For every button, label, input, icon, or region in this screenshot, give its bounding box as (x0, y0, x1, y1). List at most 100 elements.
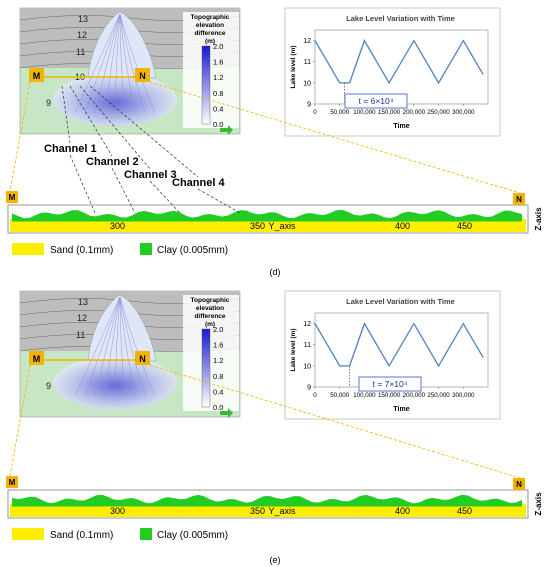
marker-m-box (29, 68, 44, 82)
legend-clay-swatch (140, 528, 152, 540)
x-axis-label: Time (393, 406, 409, 413)
legend-clay-swatch (140, 243, 152, 255)
flow-line (74, 296, 121, 397)
x-tick-label: 300,000 (452, 109, 475, 116)
legend-sand-swatch (12, 243, 44, 255)
flow-line (84, 296, 121, 397)
x-tick-label: 300,000 (452, 392, 475, 399)
fan-lobe (53, 74, 177, 126)
contour-label: 12 (77, 30, 87, 40)
chart-frame (284, 290, 501, 420)
flow-line (119, 296, 146, 397)
section-marker-m-box (6, 476, 18, 488)
legend-clay-label: Clay (0.005mm) (157, 530, 228, 541)
section-marker-m-box (6, 191, 18, 203)
colorbar-panel (183, 12, 239, 128)
x-tick-label: 150,000 (378, 392, 401, 399)
y-tick-label: 9 (307, 102, 311, 109)
contour-label: 11 (76, 47, 85, 57)
colorbar-tick: 0.4 (213, 104, 223, 113)
colorbar-title: (m) (205, 321, 215, 328)
section-y-tick: 400 (395, 221, 410, 231)
contour-label: 12 (77, 313, 87, 323)
channel-label: Channel 1 (44, 143, 97, 155)
contour-label: 9 (46, 98, 51, 108)
chart-title: Lake Level Variation with Time (346, 14, 455, 23)
flow-line (114, 13, 121, 114)
time-annotation: t = 7×10⁴ (373, 379, 408, 389)
x-tick-label: 100,000 (353, 392, 376, 399)
colorbar-tick: 0.0 (213, 120, 223, 129)
colorbar-tick: 0.8 (213, 89, 223, 98)
marker-n: N (139, 71, 146, 81)
flow-line (119, 13, 126, 114)
x-tick-label: 250,000 (427, 392, 450, 399)
connector-n (149, 81, 521, 194)
colorbar-title: difference (194, 30, 225, 37)
channel-pointer (197, 188, 241, 214)
channel-pointer (89, 85, 199, 178)
channel-pointer (61, 85, 71, 144)
y-axis-label: Lake level (m) (290, 46, 297, 89)
flow-line (94, 13, 121, 114)
colorbar-panel (183, 295, 239, 411)
clay-layer (12, 494, 522, 504)
colorbar-tick: 0.0 (213, 403, 223, 412)
y-tick-label: 9 (307, 385, 311, 392)
x-tick-label: 100,000 (353, 109, 376, 116)
flow-line (84, 13, 121, 114)
contour-label: 13 (78, 297, 88, 307)
marker-n-box (135, 68, 150, 82)
x-tick-label: 50,000 (330, 109, 349, 116)
section-z-axis-label: Z-axis (534, 207, 543, 231)
panel-caption: (d) (270, 267, 281, 277)
clay-base (12, 504, 522, 507)
y-tick-label: 11 (304, 59, 311, 66)
channel-pointer (149, 180, 181, 214)
y-tick-label: 10 (303, 80, 311, 87)
colorbar-tick: 2.0 (213, 325, 223, 334)
contour-label: 13 (78, 14, 88, 24)
contour-label: 11 (76, 330, 85, 340)
series-line (314, 39, 484, 85)
legend-sand-label: Sand (0.1mm) (50, 530, 113, 541)
flow-line (119, 13, 156, 114)
colorbar-tick: 2.0 (213, 42, 223, 51)
x-tick-label: 150,000 (378, 109, 401, 116)
legend-clay-label: Clay (0.005mm) (157, 245, 228, 256)
flow-line (104, 13, 121, 114)
x-tick-label: 200,000 (403, 392, 426, 399)
marker-n: N (139, 354, 146, 364)
clay-layer (12, 209, 522, 219)
x-tick-label: 0 (313, 392, 317, 399)
flow-line (119, 13, 146, 114)
clay-base (12, 219, 522, 222)
marker-n-box (135, 351, 150, 365)
panel-d: 13 12 11 10 9 M N Topographicelevationdifferenc… (6, 7, 543, 277)
flow-line (114, 296, 121, 397)
time-annotation-box (358, 376, 422, 392)
connector-m (9, 81, 31, 192)
arrow-icon (220, 408, 233, 418)
flow-line (119, 13, 136, 114)
sand-layer (10, 219, 526, 232)
channel-label: Channel 2 (86, 156, 139, 168)
section-marker-n: N (516, 480, 522, 489)
time-annotation: t = 6×10⁴ (359, 96, 394, 106)
fan-upper (87, 11, 157, 79)
section-marker-n-box (513, 478, 525, 490)
colorbar-title: elevation (196, 305, 224, 312)
chart-title: Lake Level Variation with Time (346, 297, 455, 306)
colorbar-tick: 0.8 (213, 372, 223, 381)
colorbar-title: elevation (196, 22, 224, 29)
section-marker-n: N (516, 195, 522, 204)
channel-pointer (111, 167, 136, 214)
x-tick-label: 200,000 (403, 109, 426, 116)
flow-line (104, 296, 121, 397)
section-y-tick: 350 (250, 506, 265, 516)
section-marker-m: M (9, 478, 16, 487)
x-tick-label: 250,000 (427, 109, 450, 116)
colorbar-tick: 1.2 (213, 356, 223, 365)
x-axis-label: Time (393, 123, 409, 130)
